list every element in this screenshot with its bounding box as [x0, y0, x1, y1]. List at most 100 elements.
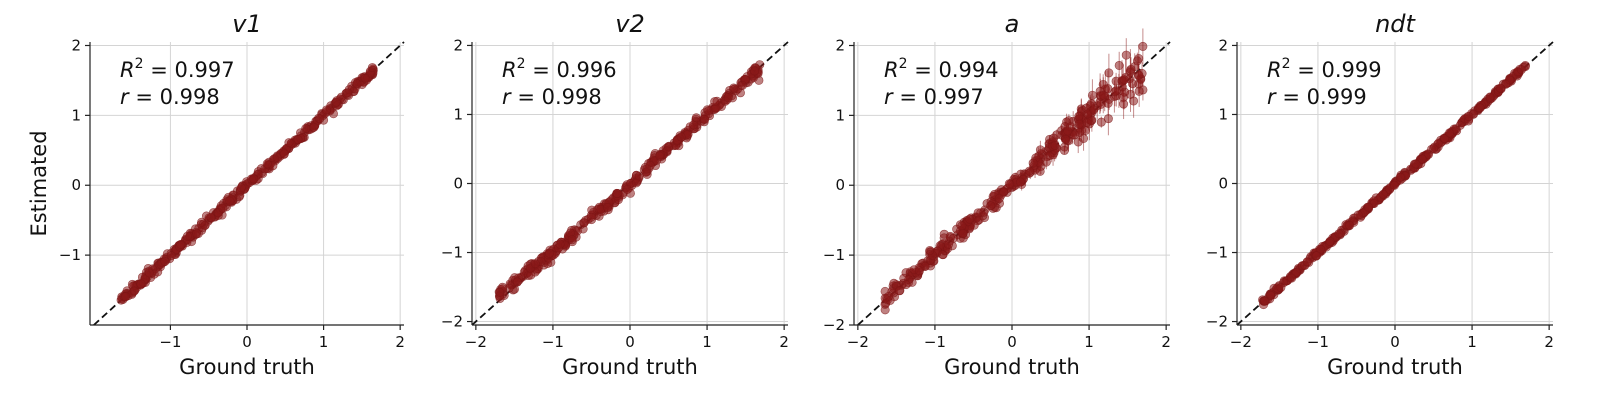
x-tick-label: 0	[625, 333, 635, 351]
y-tick-label: −2	[441, 313, 463, 331]
r-squared-text: R2 = 0.997	[120, 56, 235, 82]
data-point	[1089, 105, 1099, 115]
x-tick-label: 1	[1467, 333, 1477, 351]
y-tick-label: −1	[441, 244, 463, 262]
data-point	[1363, 202, 1373, 212]
data-point	[1103, 98, 1113, 108]
y-tick-label: 0	[835, 176, 845, 194]
data-point	[1128, 79, 1138, 89]
x-tick-label: −1	[924, 333, 946, 351]
data-point	[1110, 87, 1120, 97]
y-tick-label: 2	[835, 36, 845, 54]
x-tick-label: 0	[1390, 333, 1400, 351]
data-point	[1119, 75, 1129, 85]
data-point	[236, 183, 246, 193]
data-point	[1475, 103, 1485, 113]
x-tick-label: 2	[1544, 333, 1554, 351]
data-point	[1302, 257, 1312, 267]
data-point	[1395, 172, 1405, 182]
data-point	[192, 229, 202, 239]
scatter-points	[116, 63, 378, 305]
data-point	[1098, 90, 1108, 100]
x-tick-label: 2	[779, 333, 789, 351]
x-tick-label: −1	[159, 333, 181, 351]
data-point	[206, 212, 216, 222]
data-point	[1137, 69, 1147, 79]
data-point	[957, 221, 967, 231]
scatter-points	[880, 28, 1148, 315]
y-tick-label: −2	[1206, 313, 1228, 331]
x-tick-label: 1	[702, 333, 712, 351]
y-tick-label: −1	[59, 246, 81, 264]
x-tick-label: −1	[542, 333, 564, 351]
x-tick-label: 1	[319, 333, 329, 351]
data-point	[315, 114, 325, 124]
data-point	[894, 286, 904, 296]
x-tick-label: 0	[242, 333, 252, 351]
y-tick-label: −2	[823, 316, 845, 334]
data-point	[1287, 273, 1297, 283]
x-tick-label: −2	[1230, 333, 1252, 351]
data-point	[979, 207, 989, 217]
data-point	[1081, 125, 1091, 135]
data-point	[655, 151, 665, 161]
data-point	[555, 239, 565, 249]
data-point	[634, 171, 644, 181]
data-point	[1059, 145, 1069, 155]
data-point	[925, 246, 935, 256]
data-point	[530, 259, 540, 269]
data-point	[1079, 133, 1089, 143]
data-point	[1104, 68, 1114, 78]
subplot-2: −2 −1 0 1 2 −2 −1 0 1 2 v2 Ground truth R2 = 0.996 r …	[441, 10, 789, 379]
data-point	[750, 66, 760, 76]
x-tick-label: 0	[1007, 333, 1017, 351]
data-point	[495, 287, 505, 297]
y-tick-label: 2	[453, 36, 463, 54]
data-point	[512, 277, 522, 287]
data-point	[1126, 64, 1136, 74]
data-point	[1417, 154, 1427, 164]
data-point	[1495, 83, 1505, 93]
data-point	[197, 217, 207, 227]
data-point	[901, 280, 911, 290]
data-point	[1063, 126, 1073, 136]
x-axis-label: Ground truth	[944, 355, 1080, 379]
y-tick-label: 0	[71, 176, 81, 194]
data-point	[1345, 221, 1355, 231]
data-point	[1411, 159, 1421, 169]
pearson-r-text: r = 0.999	[1267, 85, 1367, 109]
data-point	[642, 164, 652, 174]
data-point	[1276, 283, 1286, 293]
data-point	[944, 239, 954, 249]
subplot-1: −1 0 1 2 −1 0 1 2 v1 Ground truth Estimated R2 = 0.…	[27, 10, 405, 379]
r-squared-text: R2 = 0.996	[502, 56, 617, 82]
data-point	[225, 196, 235, 206]
panel-title: v2	[615, 10, 644, 38]
x-tick-label: 1	[1084, 333, 1094, 351]
data-point	[1353, 210, 1363, 220]
data-point	[1024, 166, 1034, 176]
panel-title: v1	[232, 10, 261, 38]
subplot-4: −2 −1 0 1 2 −2 −1 0 1 2 ndt Ground truth R2 = 0.999 r…	[1206, 10, 1554, 379]
data-point	[949, 233, 959, 243]
data-point	[301, 124, 311, 134]
data-point	[321, 105, 331, 115]
data-point	[999, 187, 1009, 197]
data-point	[293, 135, 303, 145]
panel-title: ndt	[1375, 10, 1416, 38]
x-tick-label: −2	[465, 333, 487, 351]
data-point	[1121, 50, 1131, 60]
data-point	[1134, 54, 1144, 64]
data-point	[1312, 251, 1322, 261]
data-point	[965, 214, 975, 224]
x-tick-label: 2	[395, 333, 405, 351]
y-tick-label: 2	[71, 36, 81, 54]
y-tick-label: 0	[1218, 175, 1228, 193]
data-point	[1455, 120, 1465, 130]
data-point	[160, 257, 170, 267]
scatter-points	[494, 60, 765, 303]
data-point	[586, 212, 596, 222]
data-point	[1087, 90, 1097, 100]
data-point	[676, 132, 686, 142]
